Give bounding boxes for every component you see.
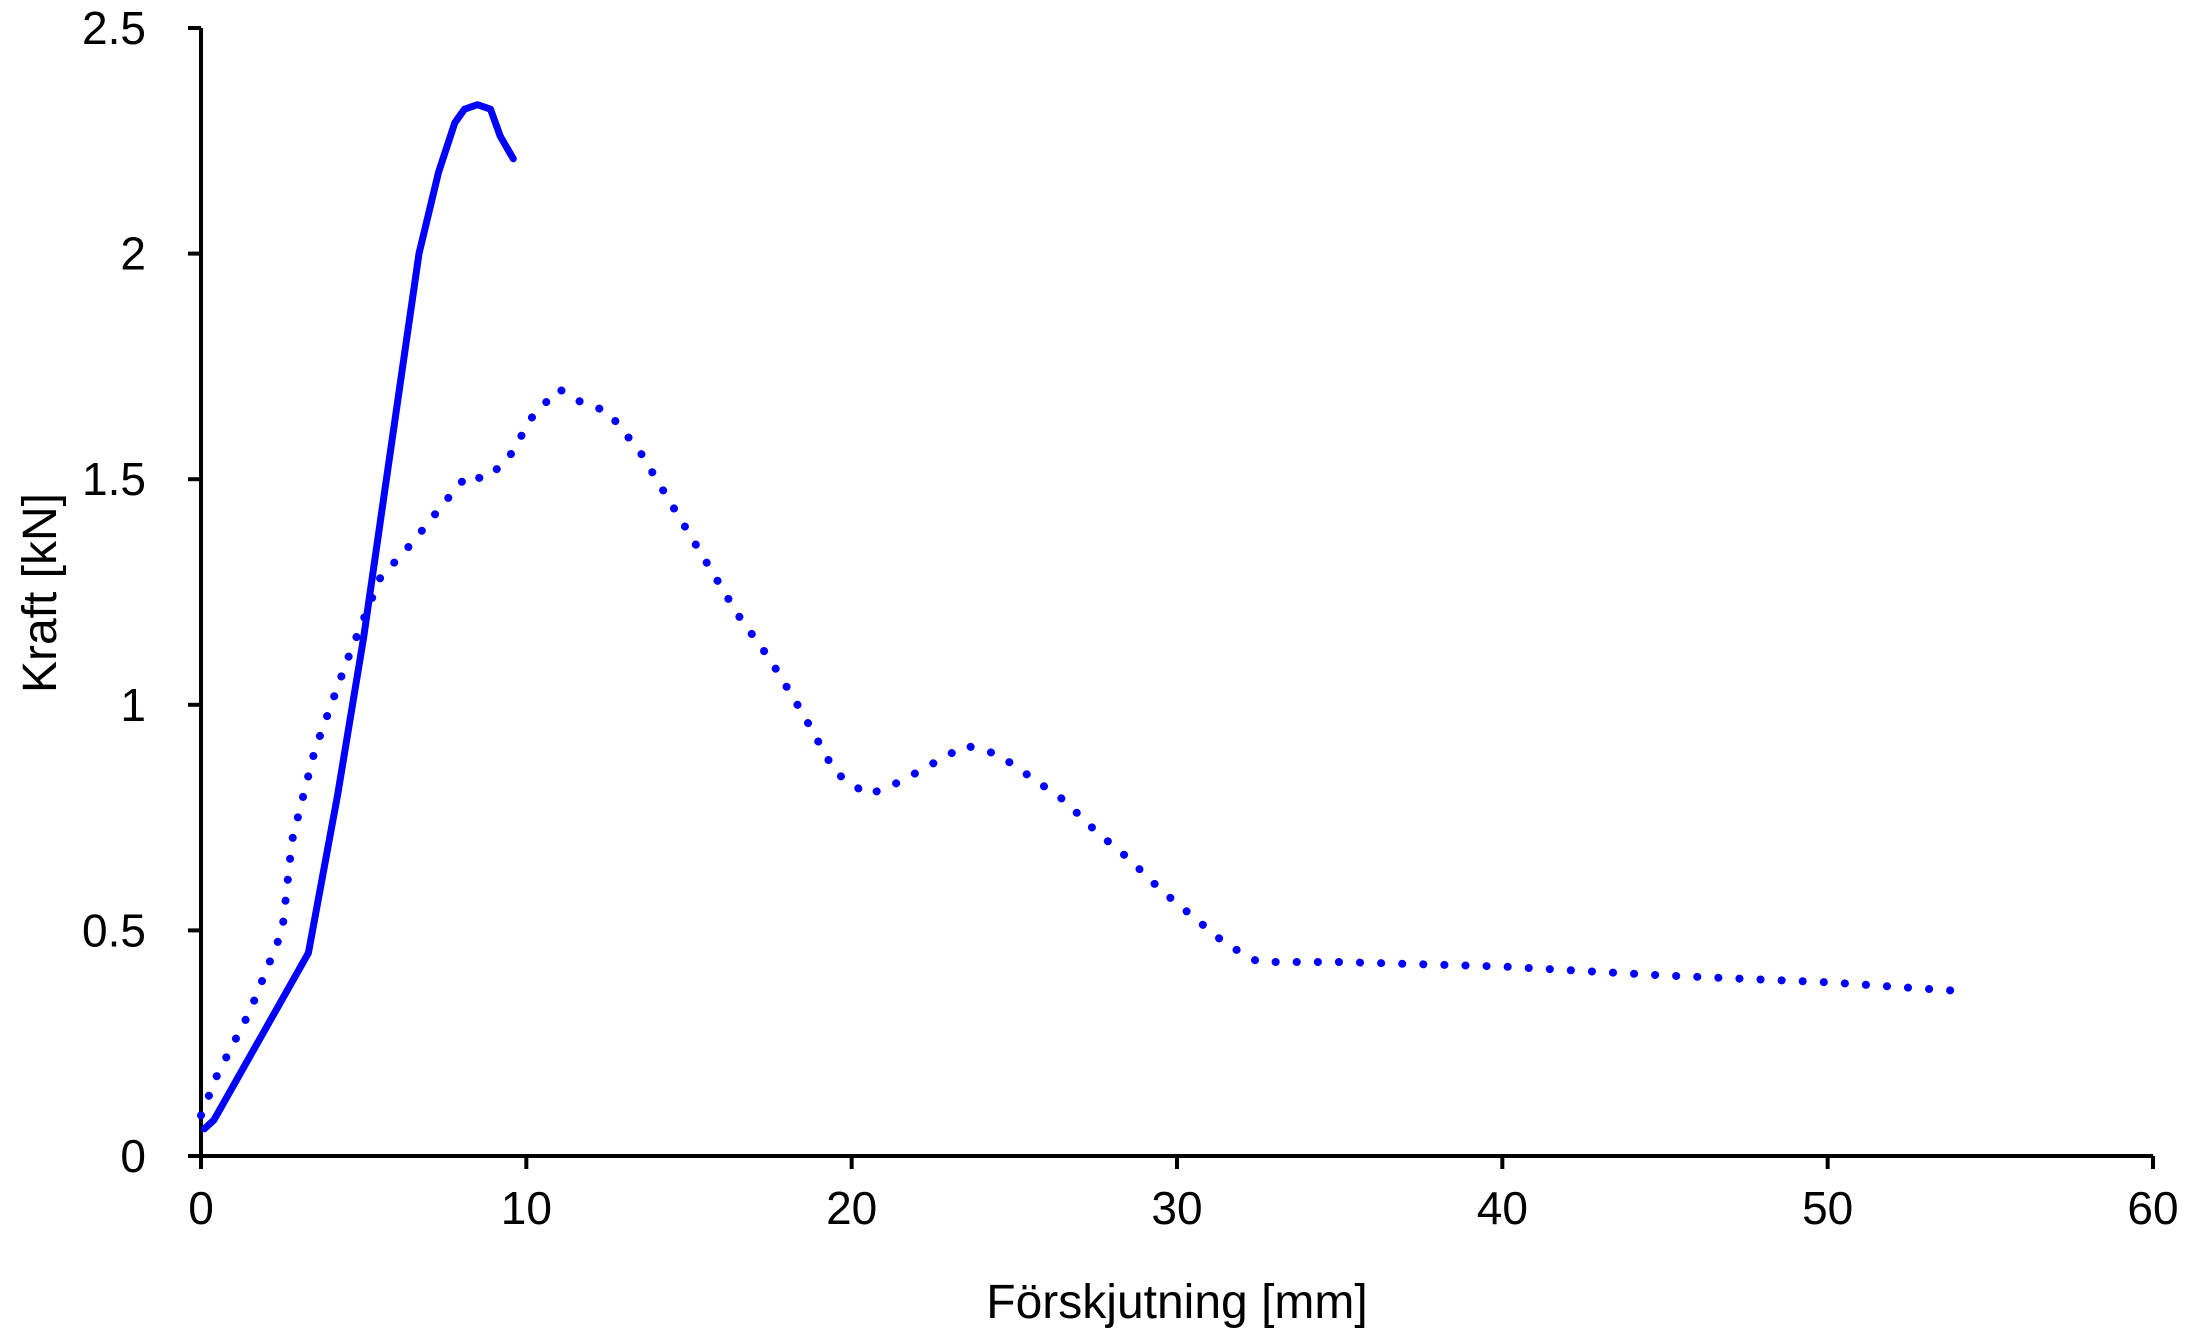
x-tick-label: 0: [188, 1182, 214, 1234]
x-tick-label: 40: [1477, 1182, 1528, 1234]
y-tick-label: 2: [120, 228, 146, 280]
y-tick-label: 0: [120, 1130, 146, 1182]
axes: [188, 26, 2155, 1169]
tick-labels: 0 10 20 30 40 50 60 0 0.5 1 1.5 2 2.5: [82, 2, 2179, 1234]
x-tick-label: 20: [826, 1182, 877, 1234]
x-tick-label: 30: [1151, 1182, 1202, 1234]
dotted-series-line: [197, 385, 1969, 1120]
y-tick-label: 1.5: [82, 453, 146, 505]
y-tick-label: 2.5: [82, 2, 146, 54]
y-tick-label: 0.5: [82, 904, 146, 956]
x-axis-title: Förskjutning [mm]: [986, 1276, 1367, 1329]
solid-series-line: [200, 101, 517, 1133]
x-tick-label: 60: [2127, 1182, 2178, 1234]
y-tick-label: 1: [120, 679, 146, 731]
x-tick-label: 10: [501, 1182, 552, 1234]
y-axis-title: Kraft [kN]: [14, 493, 67, 693]
x-tick-label: 50: [1802, 1182, 1853, 1234]
series-layer: [197, 101, 1969, 1133]
